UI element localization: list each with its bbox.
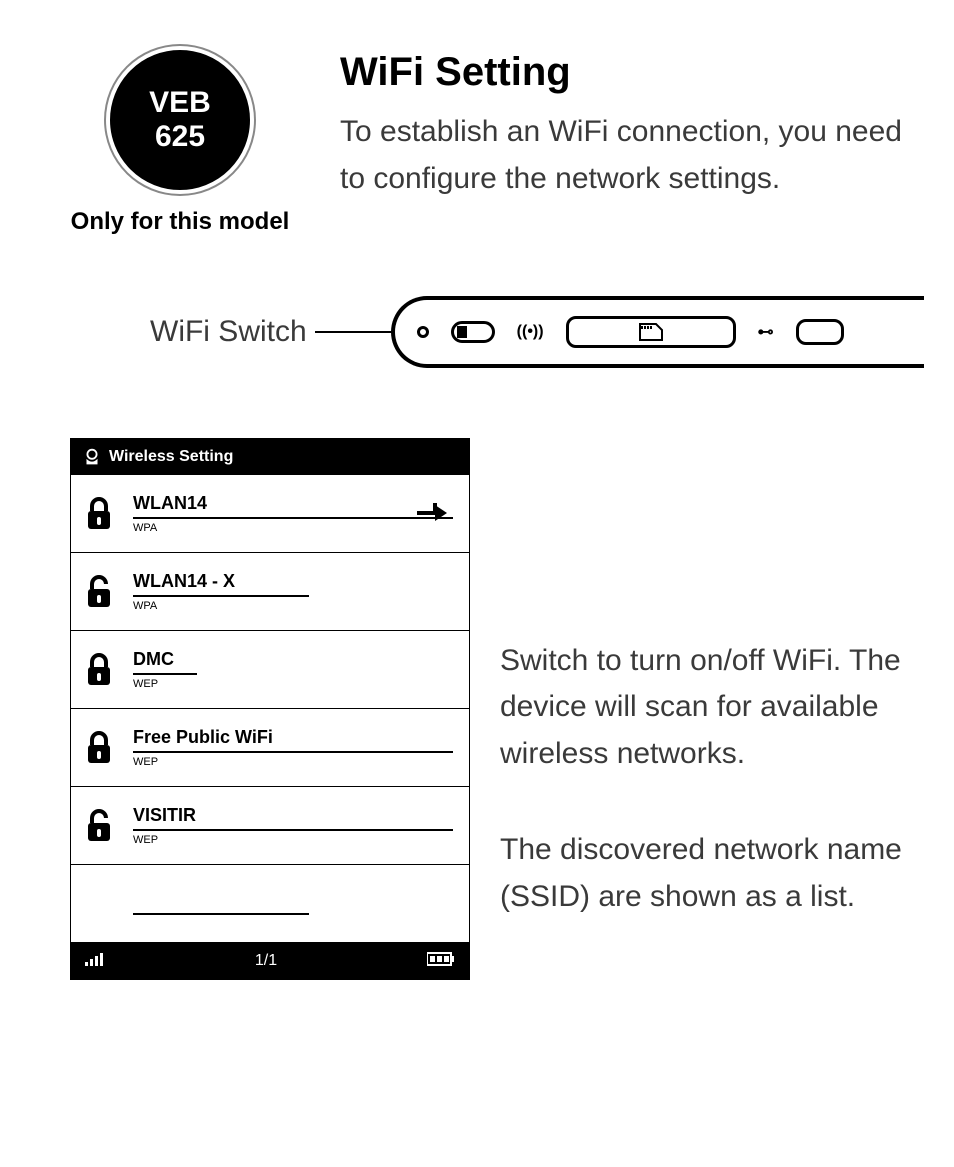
screen-header: Wireless Setting — [71, 439, 469, 475]
network-encryption: WPA — [133, 522, 453, 534]
badge-line2: 625 — [155, 120, 205, 154]
network-name: WLAN14 - X — [133, 571, 309, 597]
lanyard-hole-icon — [417, 326, 429, 338]
screen-footer: 1/1 — [71, 943, 469, 979]
wireless-header-icon — [81, 446, 103, 468]
lock-icon — [79, 731, 119, 765]
badge-caption: Only for this model — [71, 208, 290, 236]
battery-icon — [427, 952, 455, 971]
network-encryption: WEP — [133, 756, 453, 768]
badge-line1: VEB — [149, 86, 211, 120]
network-row — [71, 865, 469, 943]
sd-card-slot-icon — [566, 316, 736, 348]
page-indicator: 1/1 — [105, 952, 427, 970]
lock-icon — [79, 497, 119, 531]
device-edge-illustration: ((•)) ⊷ — [391, 296, 924, 368]
wifi-switch-row: WiFi Switch ((•)) ⊷ — [150, 296, 924, 368]
network-row[interactable]: VISITIR WEP — [71, 787, 469, 865]
side-paragraph-2: The discovered network name (SSID) are s… — [500, 827, 924, 920]
network-encryption: WEP — [133, 834, 453, 846]
network-row[interactable]: WLAN14 - X WPA — [71, 553, 469, 631]
pointer-icon — [417, 501, 453, 530]
lock-icon — [79, 575, 119, 609]
network-name: WLAN14 — [133, 493, 453, 519]
network-name: Free Public WiFi — [133, 727, 453, 753]
network-name — [133, 889, 309, 915]
usb-symbol-icon: ⊷ — [758, 322, 774, 342]
callout-line — [315, 331, 395, 333]
wifi-symbol-icon: ((•)) — [517, 323, 544, 341]
usb-port-icon — [796, 319, 844, 345]
intro-text: To establish an WiFi connection, you nee… — [340, 109, 924, 202]
network-row[interactable]: DMC WEP — [71, 631, 469, 709]
device-screen: Wireless Setting WLAN14 WPA WLAN14 - X WPA D… — [70, 438, 470, 980]
network-encryption: WEP — [133, 678, 453, 690]
signal-icon — [85, 952, 105, 971]
model-badge: VEB 625 — [110, 50, 250, 190]
network-row[interactable]: Free Public WiFi WEP — [71, 709, 469, 787]
lock-icon — [79, 653, 119, 687]
network-encryption: WPA — [133, 600, 453, 612]
side-paragraph-1: Switch to turn on/off WiFi. The device w… — [500, 638, 924, 778]
wifi-slider-switch-icon — [451, 321, 495, 343]
network-row[interactable]: WLAN14 WPA — [71, 475, 469, 553]
network-name: DMC — [133, 649, 197, 675]
wifi-switch-label: WiFi Switch — [150, 315, 307, 349]
screen-title: Wireless Setting — [109, 448, 233, 466]
page-title: WiFi Setting — [340, 50, 924, 95]
model-badge-column: VEB 625 Only for this model — [50, 50, 310, 236]
lock-icon — [79, 809, 119, 843]
network-list: WLAN14WPAWLAN14 - XWPADMCWEPFree Public … — [71, 475, 469, 943]
network-name: VISITIR — [133, 805, 453, 831]
